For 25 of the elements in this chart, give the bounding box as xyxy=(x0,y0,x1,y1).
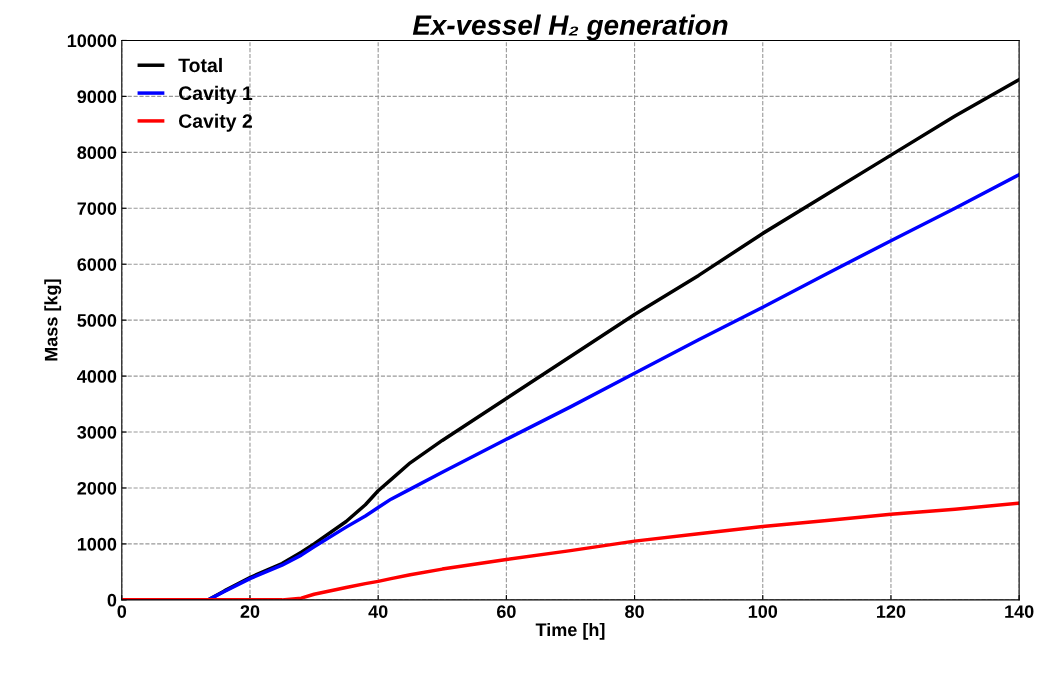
y-tick-label: 0 xyxy=(107,593,117,607)
x-axis-title: Time [h] xyxy=(535,622,605,640)
legend-label: Cavity 1 xyxy=(178,85,253,104)
x-tick-label: 140 xyxy=(1005,605,1034,618)
y-tick-label: 10000 xyxy=(67,34,117,48)
y-tick-label: 9000 xyxy=(77,90,117,104)
x-tick-label: 0 xyxy=(117,605,127,618)
x-tick-label: 80 xyxy=(625,605,644,618)
y-tick-label: 1000 xyxy=(77,537,117,551)
legend-label: Cavity 2 xyxy=(178,113,252,132)
legend-label: Total xyxy=(178,57,222,73)
y-tick-label: 3000 xyxy=(77,425,117,439)
x-tick-label: 40 xyxy=(368,605,388,618)
y-axis-title: Mass [kg] xyxy=(44,279,62,361)
x-tick-label: 120 xyxy=(877,605,906,618)
y-tick-label: 8000 xyxy=(77,146,117,160)
chart-title: Ex-vessel H₂ generation xyxy=(412,14,728,41)
y-tick-label: 6000 xyxy=(77,258,117,271)
x-tick-label: 60 xyxy=(496,605,516,618)
y-tick-label: 5000 xyxy=(77,314,117,327)
y-tick-label: 2000 xyxy=(77,481,117,495)
y-tick-label: 7000 xyxy=(77,202,117,215)
y-tick-label: 4000 xyxy=(77,370,117,383)
x-tick-label: 20 xyxy=(240,605,260,618)
x-tick-label: 100 xyxy=(748,605,778,618)
